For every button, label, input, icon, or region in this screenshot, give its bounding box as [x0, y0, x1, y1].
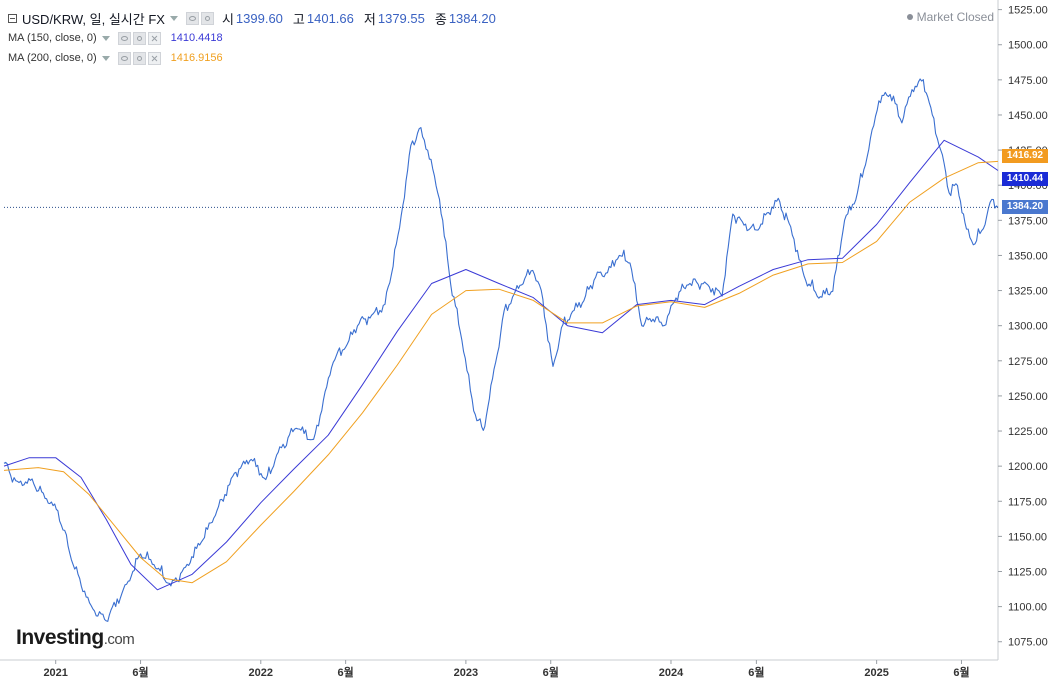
indicator-label-ma150[interactable]: MA (150, close, 0) [8, 32, 97, 44]
open-value: 1399.60 [235, 10, 283, 26]
ma150-price-tag: 1410.44 [1002, 172, 1048, 186]
x-tick-label: 2022 [249, 667, 273, 679]
x-tick-label: 6월 [953, 665, 969, 679]
y-tick-label: 1100.00 [1008, 602, 1047, 614]
collapse-square-icon[interactable] [8, 13, 17, 23]
close-icon[interactable] [147, 51, 161, 65]
ma150-line [3, 139, 999, 591]
y-tick-label: 1500.00 [1008, 40, 1048, 52]
y-tick-label: 1125.00 [1008, 567, 1047, 579]
x-tick-label: 6월 [338, 665, 354, 679]
gear-icon[interactable] [200, 11, 214, 25]
investing-logo[interactable]: Investing.com [16, 626, 135, 650]
y-tick-label: 1300.00 [1008, 321, 1048, 333]
last-price-tag: 1384.20 [1002, 200, 1048, 214]
price-line [3, 78, 999, 622]
y-tick-label: 1200.00 [1008, 461, 1048, 473]
x-tick-label: 2024 [659, 667, 684, 679]
x-tick-label: 2021 [43, 667, 67, 679]
y-tick-label: 1325.00 [1008, 286, 1048, 298]
eye-icon[interactable] [117, 51, 131, 65]
y-tick-label: 1225.00 [1008, 426, 1048, 438]
y-tick-label: 1175.00 [1008, 496, 1047, 508]
indicator-value-ma200: 1416.9156 [170, 52, 223, 64]
open-label: 시 [221, 11, 234, 27]
y-axis: 1075.00 1100.00 1125.00 1150.00 1175.00 1200.… [998, 5, 1048, 649]
ma200-line [3, 160, 999, 584]
logo-text: Investing [16, 626, 104, 649]
y-tick-label: 1075.00 [1008, 637, 1048, 649]
eye-icon[interactable] [185, 11, 199, 25]
gear-icon[interactable] [132, 51, 146, 65]
close-value: 1384.20 [448, 10, 496, 26]
y-tick-label: 1150.00 [1008, 531, 1047, 543]
symbol-row: USD/KRW, 일, 실시간 FX 시 1399.60 고 1401.66 저 13… [8, 8, 496, 28]
x-tick-label: 6월 [543, 665, 559, 679]
y-tick-label: 1525.00 [1008, 5, 1048, 17]
chevron-down-icon[interactable] [101, 55, 110, 61]
market-status-text: Market Closed [916, 10, 994, 24]
eye-icon[interactable] [117, 31, 131, 45]
x-tick-label: 2025 [864, 667, 888, 679]
close-icon[interactable] [147, 31, 161, 45]
chart-frame [0, 0, 999, 661]
x-tick-label: 6월 [748, 665, 764, 679]
indicator-label-ma200[interactable]: MA (200, close, 0) [8, 52, 97, 64]
high-value: 1401.66 [306, 10, 354, 26]
high-label: 고 [292, 11, 305, 27]
y-tick-label: 1275.00 [1008, 356, 1048, 368]
chart-legend: USD/KRW, 일, 실시간 FX 시 1399.60 고 1401.66 저 13… [8, 8, 496, 68]
y-tick-label: 1375.00 [1008, 215, 1048, 227]
status-dot-icon [906, 14, 913, 20]
ma200-price-tag: 1416.92 [1002, 149, 1048, 163]
y-tick-label: 1475.00 [1008, 75, 1048, 87]
indicator-value-ma150: 1410.4418 [170, 32, 223, 44]
low-label: 저 [363, 11, 376, 27]
low-value: 1379.55 [377, 10, 425, 26]
x-axis: 2021 6월 2022 6월 2023 6월 2024 6월 2025 6월 [43, 660, 970, 679]
chevron-down-icon[interactable] [101, 35, 110, 41]
x-tick-label: 2023 [454, 667, 478, 679]
indicator-row-ma200[interactable]: MA (200, close, 0) 1416.9156 [8, 48, 496, 68]
logo-suffix: .com [103, 631, 135, 648]
y-tick-label: 1450.00 [1008, 110, 1048, 122]
series-group [3, 78, 999, 622]
market-status: Market Closed [906, 10, 994, 24]
y-tick-label: 1350.00 [1008, 250, 1048, 262]
x-tick-label: 6월 [132, 665, 148, 679]
symbol-title[interactable]: USD/KRW, 일, 실시간 FX [22, 11, 165, 27]
indicator-row-ma150[interactable]: MA (150, close, 0) 1410.4418 [8, 28, 496, 48]
close-label: 종 [434, 11, 447, 27]
chevron-down-icon[interactable] [169, 15, 178, 21]
y-tick-label: 1250.00 [1008, 391, 1048, 403]
gear-icon[interactable] [132, 31, 146, 45]
